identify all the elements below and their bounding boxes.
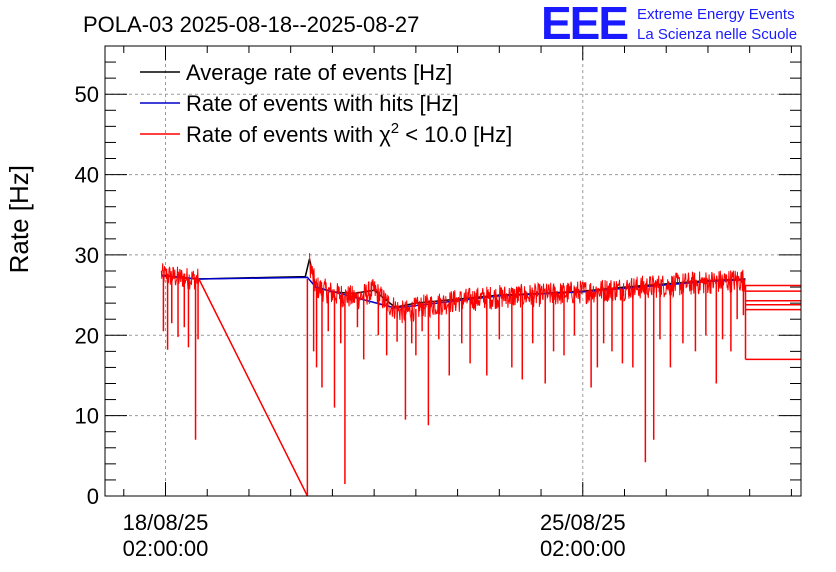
legend: Average rate of events [Hz] Rate of event…	[140, 60, 512, 147]
legend-label-prefix: Rate of events with χ	[186, 122, 391, 147]
y-tick-label: 50	[75, 82, 99, 107]
x-tick-label-date: 25/08/25	[540, 510, 626, 535]
y-axis-label: Rate [Hz]	[4, 165, 34, 273]
grid-lines	[105, 46, 801, 496]
chi2-gap-line	[198, 278, 309, 497]
chi2-rate-trace	[309, 253, 746, 324]
chart-title: POLA-03 2025-08-18--2025-08-27	[83, 12, 419, 37]
legend-entry-label: Average rate of events [Hz]	[186, 60, 452, 85]
legend-entry-label: Rate of events with χ2 < 10.0 [Hz]	[186, 120, 512, 147]
x-tick-label-time: 02:00:00	[540, 536, 626, 561]
eee-logo-mark: EEE	[541, 0, 627, 49]
chi2-rate-trace	[160, 263, 200, 290]
legend-entry-label: Rate of events with hits [Hz]	[186, 91, 459, 116]
series-layer	[160, 253, 801, 497]
y-tick-label: 20	[75, 323, 99, 348]
legend-label-suffix: < 10.0 [Hz]	[399, 122, 512, 147]
legend-label-superscript: 2	[391, 120, 399, 137]
eee-logo: EEE Extreme Energy Events La Scienza nel…	[541, 0, 797, 49]
x-tick-label-time: 02:00:00	[123, 536, 209, 561]
eee-logo-line2: La Scienza nelle Scuole	[637, 26, 797, 43]
y-tick-label: 10	[75, 404, 99, 429]
y-tick-label: 30	[75, 243, 99, 268]
x-tick-label-date: 18/08/25	[123, 510, 209, 535]
y-tick-label: 0	[87, 484, 99, 509]
eee-logo-line1: Extreme Energy Events	[637, 6, 795, 23]
y-tick-label: 40	[75, 163, 99, 188]
